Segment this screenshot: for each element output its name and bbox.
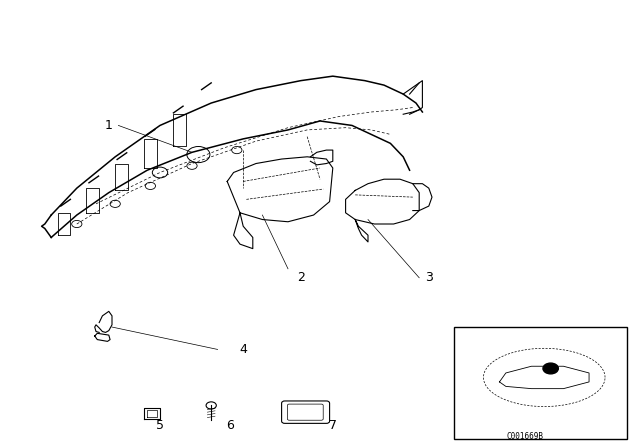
Text: 4: 4 xyxy=(239,343,247,356)
Bar xyxy=(454,327,627,439)
Text: 1: 1 xyxy=(105,119,113,132)
Text: 3: 3 xyxy=(425,271,433,284)
FancyBboxPatch shape xyxy=(287,404,323,420)
Text: 7: 7 xyxy=(329,419,337,432)
Text: 6: 6 xyxy=(227,419,234,432)
FancyBboxPatch shape xyxy=(282,401,330,423)
Text: C001669B: C001669B xyxy=(506,432,543,441)
Text: 5: 5 xyxy=(156,419,164,432)
Circle shape xyxy=(543,363,558,374)
Text: 2: 2 xyxy=(297,271,305,284)
